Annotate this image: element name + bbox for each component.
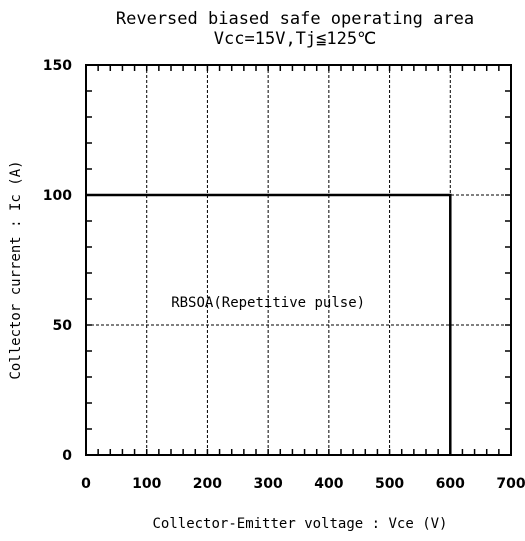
plot-area-frame bbox=[85, 64, 512, 456]
series-line-rbsoa bbox=[86, 193, 452, 455]
series-layer bbox=[86, 193, 452, 455]
x-tick-label: 100 bbox=[132, 476, 161, 492]
y-tick-labels: 0 50 100 150 bbox=[43, 58, 72, 464]
series-annotation: RBSOA(Repetitive pulse) bbox=[171, 295, 365, 311]
x-axis-label: Collector-Emitter voltage : Vce (V) bbox=[152, 516, 447, 532]
y-tick-label: 0 bbox=[62, 448, 72, 464]
annotations: RBSOA(Repetitive pulse) bbox=[171, 295, 365, 311]
x-tick-label: 400 bbox=[314, 476, 343, 492]
grid-lines bbox=[86, 65, 511, 455]
y-tick-label: 50 bbox=[53, 318, 73, 334]
chart-title: Reversed biased safe operating area bbox=[116, 9, 474, 29]
x-tick-label: 500 bbox=[375, 476, 404, 492]
y-axis-label: Collector current : Ic (A) bbox=[8, 160, 24, 379]
x-tick-label: 300 bbox=[254, 476, 283, 492]
x-tick-label: 700 bbox=[496, 476, 525, 492]
x-tick-label: 600 bbox=[436, 476, 465, 492]
y-tick-label: 150 bbox=[43, 58, 72, 74]
x-tick-labels: 0 100 200 300 400 500 600 700 bbox=[81, 476, 525, 492]
x-tick-label: 0 bbox=[81, 476, 91, 492]
tick-marks bbox=[85, 64, 512, 456]
y-tick-label: 100 bbox=[43, 188, 72, 204]
chart-subtitle: Vcc=15V,Tj≦125℃ bbox=[214, 29, 376, 49]
x-tick-label: 200 bbox=[193, 476, 222, 492]
